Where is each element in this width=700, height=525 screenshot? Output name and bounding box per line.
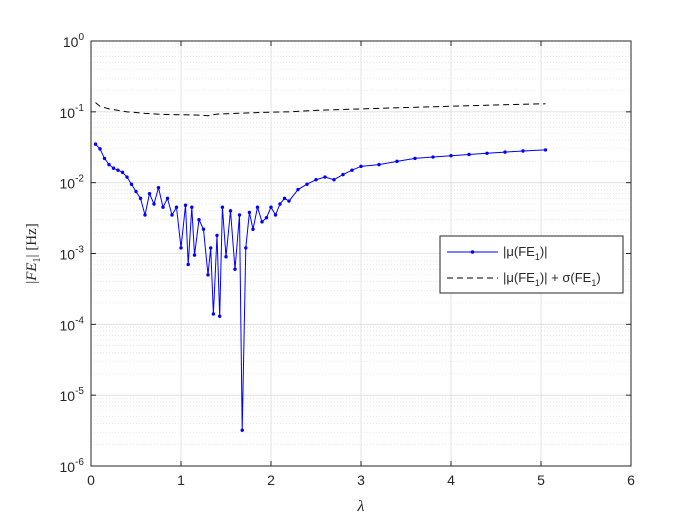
- x-tick-label: 4: [447, 472, 455, 488]
- data-point: [350, 168, 354, 172]
- data-point: [179, 246, 183, 250]
- data-point: [377, 162, 381, 167]
- data-point: [156, 185, 161, 190]
- data-point: [138, 196, 143, 201]
- data-point: [273, 213, 278, 217]
- data-point: [543, 148, 548, 152]
- data-point: [503, 150, 507, 154]
- data-point: [186, 262, 190, 267]
- data-point: [197, 218, 201, 222]
- data-point: [116, 168, 120, 172]
- y-tick-label: 10-3: [60, 245, 85, 263]
- x-tick-label: 3: [357, 472, 365, 488]
- data-point: [341, 172, 345, 177]
- svg-text:|FE1| [Hz]: |FE1| [Hz]: [24, 223, 43, 284]
- data-point: [314, 178, 318, 182]
- data-point: [111, 166, 116, 170]
- data-point: [332, 178, 336, 182]
- x-axis-label: λ: [357, 498, 365, 515]
- legend-marker-mean: [470, 250, 475, 254]
- x-tick-label: 0: [87, 472, 95, 488]
- data-point: [174, 205, 179, 209]
- data-point: [125, 175, 129, 179]
- data-point: [107, 162, 111, 167]
- data-point: [183, 203, 188, 207]
- data-point: [93, 142, 98, 146]
- data-point: [240, 428, 244, 432]
- data-point: [247, 210, 252, 215]
- legend-label-upper: |μ(FE1)| + σ(FE1): [503, 270, 601, 288]
- data-point: [323, 175, 327, 179]
- data-point: [120, 170, 125, 175]
- series-lines: [93, 102, 548, 432]
- data-point: [224, 255, 228, 259]
- data-point: [165, 196, 170, 201]
- data-point: [228, 209, 233, 213]
- data-point: [102, 156, 107, 161]
- data-point: [244, 246, 248, 250]
- data-point: [233, 267, 237, 271]
- axis-ticks: 0 1 2 3 4 5 6 10-6 10-5 10-4 10-3 10-2 10-1 100: [60, 32, 636, 488]
- data-point: [237, 213, 242, 217]
- data-point: [305, 182, 309, 186]
- data-point: [251, 227, 255, 231]
- data-point: [255, 205, 260, 209]
- data-point: [192, 253, 197, 257]
- data-point: [215, 233, 219, 238]
- data-point: [152, 202, 156, 206]
- data-point: [449, 154, 453, 158]
- data-point: [287, 199, 291, 203]
- series-line-upper: [95, 102, 546, 117]
- data-point: [521, 149, 525, 153]
- data-point: [395, 159, 399, 164]
- data-point: [296, 187, 300, 192]
- y-tick-label: 10-6: [60, 457, 85, 475]
- data-point: [129, 182, 134, 186]
- y-tick-label: 10-5: [60, 386, 85, 404]
- y-tick-label: 10-1: [60, 103, 85, 121]
- data-point: [98, 147, 102, 151]
- data-point: [264, 216, 269, 220]
- data-point: [206, 273, 210, 277]
- data-point: [161, 205, 165, 209]
- data-point: [278, 202, 282, 206]
- legend-label-mean: |μ(FE1)|: [503, 244, 548, 262]
- data-point: [143, 213, 147, 217]
- data-point: [209, 246, 213, 250]
- data-point: [220, 205, 225, 209]
- data-point: [134, 189, 138, 194]
- data-point: [147, 191, 152, 196]
- data-point: [485, 151, 489, 155]
- data-point: [467, 152, 471, 157]
- y-tick-label: 10-4: [60, 315, 85, 333]
- data-point: [260, 220, 264, 224]
- data-point: [282, 196, 287, 201]
- x-tick-label: 5: [537, 472, 545, 488]
- data-point: [413, 156, 417, 161]
- legend-box: [439, 235, 624, 294]
- data-point: [201, 227, 206, 231]
- data-point: [211, 312, 216, 316]
- x-tick-label: 1: [177, 472, 185, 488]
- data-point: [218, 314, 222, 318]
- data-point: [170, 213, 174, 217]
- y-tick-label: 100: [63, 32, 85, 50]
- data-point: [359, 164, 363, 169]
- x-tick-label: 2: [267, 472, 275, 488]
- data-point: [269, 205, 273, 209]
- data-point: [431, 155, 435, 159]
- y-axis-label: |FE1| [Hz]: [24, 223, 43, 284]
- y-tick-label: 10-2: [60, 174, 85, 192]
- data-point: [190, 205, 194, 209]
- legend: |μ(FE1)| |μ(FE1)| + σ(FE1): [439, 235, 624, 294]
- x-tick-label: 6: [627, 472, 635, 488]
